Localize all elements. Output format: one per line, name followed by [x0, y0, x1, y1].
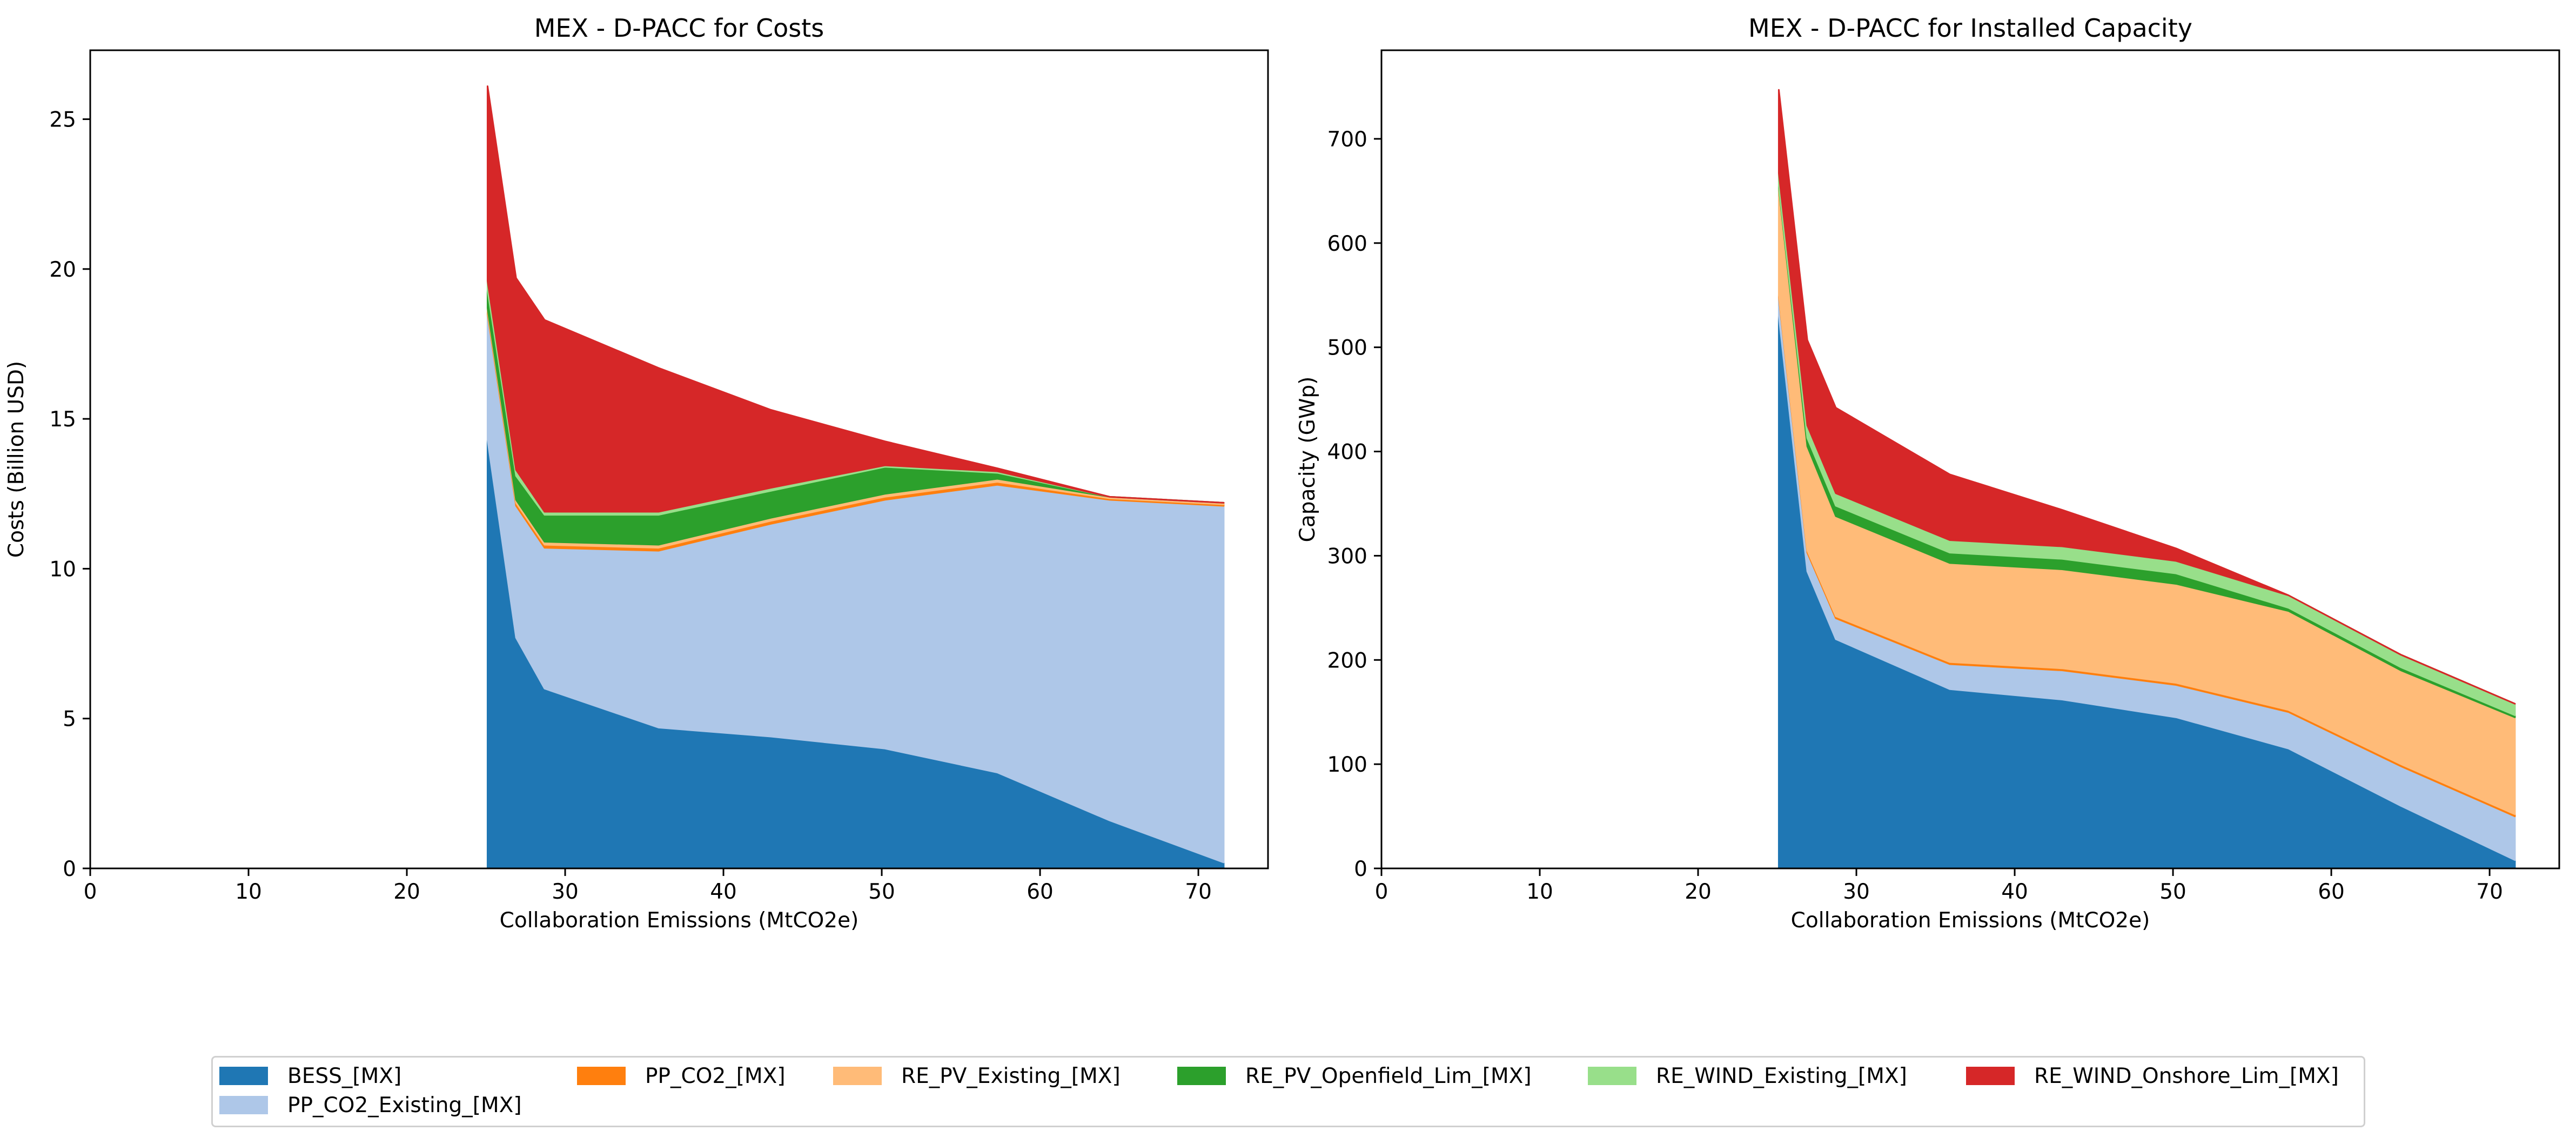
y-tick-label: 200	[1327, 648, 1367, 673]
legend-item-pp-co2-existing: PP_CO2_Existing_[MX]	[219, 1093, 522, 1118]
x-tick-label: 20	[393, 880, 420, 904]
y-tick-label: 10	[49, 557, 76, 581]
legend-swatch-pp-co2-existing	[219, 1096, 268, 1114]
y-tick-label: 20	[49, 258, 76, 282]
legend: BESS_[MX] PP_CO2_Existing_[MX] PP_CO2_[M…	[211, 1056, 2365, 1127]
legend-label-re-pv-openfield-lim: RE_PV_Openfield_Lim_[MX]	[1245, 1063, 1532, 1088]
y-tick-label: 25	[49, 108, 76, 132]
axes-frame	[89, 49, 1269, 869]
x-tick-label: 30	[1843, 880, 1870, 904]
y-tick-label: 600	[1327, 232, 1367, 256]
legend-label-pp-co2-existing: PP_CO2_Existing_[MX]	[287, 1093, 522, 1118]
legend-item-re-pv-existing: RE_PV_Existing_[MX]	[833, 1063, 1121, 1088]
legend-label-re-pv-existing: RE_PV_Existing_[MX]	[901, 1063, 1121, 1088]
x-tick-label: 40	[710, 880, 737, 904]
x-tick-label: 30	[552, 880, 579, 904]
legend-item-pp-co2: PP_CO2_[MX]	[577, 1063, 786, 1088]
y-tick-label: 300	[1327, 544, 1367, 568]
legend-item-re-pv-openfield-lim: RE_PV_Openfield_Lim_[MX]	[1177, 1063, 1532, 1088]
y-axis-label: Capacity (GWp)	[1296, 377, 1320, 543]
legend-swatch-bess	[219, 1067, 268, 1085]
legend-label-re-wind-onshore-lim: RE_WIND_Onshore_Lim_[MX]	[2034, 1063, 2339, 1088]
x-tick-label: 10	[235, 880, 262, 904]
x-tick-label: 70	[2476, 880, 2503, 904]
x-tick-label: 70	[1185, 880, 1212, 904]
x-tick-label: 0	[84, 880, 97, 904]
y-tick-label: 0	[1354, 857, 1367, 881]
area-layers	[1777, 89, 2516, 869]
y-tick-label: 5	[63, 707, 76, 732]
x-tick-label: 20	[1685, 880, 1712, 904]
x-axis-label: Collaboration Emissions (MtCO2e)	[500, 908, 859, 933]
area-re-wind-onshore-lim	[486, 85, 1225, 513]
y-tick-label: 500	[1327, 336, 1367, 360]
x-tick-label: 60	[1027, 880, 1054, 904]
costs-chart: 0 10 20 30 40 50 60 70 0 5 10 15 20 25 MEX - D-PACC fo…	[4, 14, 1269, 933]
x-tick-label: 50	[868, 880, 895, 904]
chart-title: MEX - D-PACC for Costs	[534, 14, 824, 43]
capacity-chart: 0 10 20 30 40 50 60 700100200300400500600700MEX…	[1296, 14, 2560, 933]
x-tick-label: 40	[2001, 880, 2028, 904]
x-tick-label: 60	[2318, 880, 2345, 904]
y-axis-label: Costs (Billion USD)	[4, 361, 29, 558]
legend-item-bess: BESS_[MX]	[219, 1063, 402, 1088]
x-tick-label: 10	[1526, 880, 1553, 904]
y-tick-label: 0	[63, 857, 76, 881]
x-axis-label: Collaboration Emissions (MtCO2e)	[1791, 908, 2150, 933]
y-tick-label: 15	[49, 407, 76, 432]
legend-swatch-re-pv-openfield-lim	[1177, 1067, 1226, 1085]
area-layers	[486, 85, 1225, 869]
legend-swatch-re-pv-existing	[833, 1067, 882, 1085]
y-tick-label: 100	[1327, 753, 1367, 777]
legend-label-pp-co2: PP_CO2_[MX]	[645, 1063, 786, 1088]
legend-swatch-re-wind-onshore-lim	[1966, 1067, 2015, 1085]
legend-label-re-wind-existing: RE_WIND_Existing_[MX]	[1656, 1063, 1907, 1088]
x-tick-label: 50	[2159, 880, 2186, 904]
axes-frame	[1380, 49, 2560, 869]
y-tick-label: 700	[1327, 128, 1367, 152]
legend-item-re-wind-onshore-lim: RE_WIND_Onshore_Lim_[MX]	[1966, 1063, 2339, 1088]
legend-item-re-wind-existing: RE_WIND_Existing_[MX]	[1588, 1063, 1907, 1088]
area-re-wind-onshore-lim	[1777, 89, 2516, 705]
legend-swatch-pp-co2	[577, 1067, 626, 1085]
legend-swatch-re-wind-existing	[1588, 1067, 1636, 1085]
x-tick-label: 0	[1375, 880, 1388, 904]
y-tick-label: 400	[1327, 440, 1367, 465]
legend-label-bess: BESS_[MX]	[287, 1063, 402, 1088]
chart-title: MEX - D-PACC for Installed Capacity	[1748, 14, 2192, 43]
